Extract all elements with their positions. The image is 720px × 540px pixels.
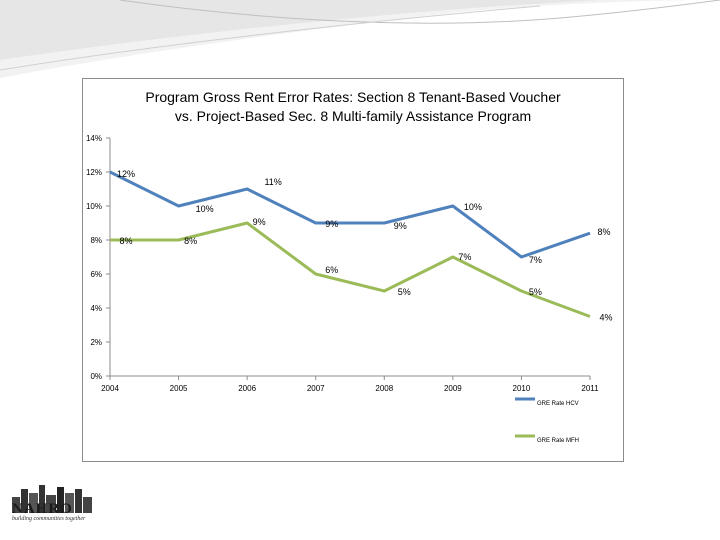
data-label: 5% — [398, 287, 411, 297]
series-line-hcv — [109, 170, 591, 259]
x-tick-label: 2008 — [375, 384, 393, 393]
data-label: 5% — [529, 287, 542, 297]
legend-label-hcv: GRE Rate HCV — [537, 401, 579, 407]
y-tick-label: 12% — [86, 168, 102, 177]
y-tick-label: 4% — [90, 304, 102, 313]
data-label: 10% — [196, 204, 214, 214]
data-label: 7% — [529, 255, 542, 265]
y-tick-label: 6% — [90, 270, 102, 279]
data-label: 7% — [458, 252, 471, 262]
decorative-header-swoosh — [0, 0, 720, 78]
data-label: 12% — [117, 169, 135, 179]
x-tick-label: 2005 — [170, 384, 188, 393]
x-tick-label: 2011 — [581, 384, 599, 393]
data-label: 10% — [464, 202, 482, 212]
x-tick-label: 2010 — [513, 384, 531, 393]
logo-tagline: building communities together — [12, 516, 86, 522]
x-tick-label: 2009 — [444, 384, 462, 393]
data-label: 8% — [597, 227, 610, 237]
y-tick-label: 8% — [90, 236, 102, 245]
y-tick-label: 14% — [86, 134, 102, 143]
chart-title-line-2: vs. Project-Based Sec. 8 Multi-family As… — [174, 108, 532, 124]
x-tick-label: 2004 — [101, 384, 119, 393]
data-label: 8% — [119, 236, 132, 246]
data-label: 6% — [325, 265, 338, 275]
y-tick-label: 2% — [90, 338, 102, 347]
logo-wordmark: NAHRO — [12, 501, 73, 517]
chart-title-line-1: Program Gross Rent Error Rates: Section … — [145, 89, 561, 105]
y-tick-label: 0% — [90, 372, 102, 381]
x-tick-label: 2007 — [307, 384, 325, 393]
data-label: 8% — [184, 236, 197, 246]
legend-label-mfh: GRE Rate MFH — [537, 438, 579, 444]
y-tick-label: 10% — [86, 202, 102, 211]
series-line-mfh — [110, 221, 591, 318]
nahro-logo-skyline-icon — [12, 485, 92, 513]
data-label: 9% — [253, 217, 266, 227]
data-label: 9% — [394, 221, 407, 231]
chart-title: Program Gross Rent Error Rates: Section … — [82, 88, 624, 126]
data-label: 4% — [599, 313, 612, 323]
data-label: 9% — [325, 219, 338, 229]
data-label: 11% — [264, 177, 281, 187]
x-tick-label: 2006 — [238, 384, 256, 393]
